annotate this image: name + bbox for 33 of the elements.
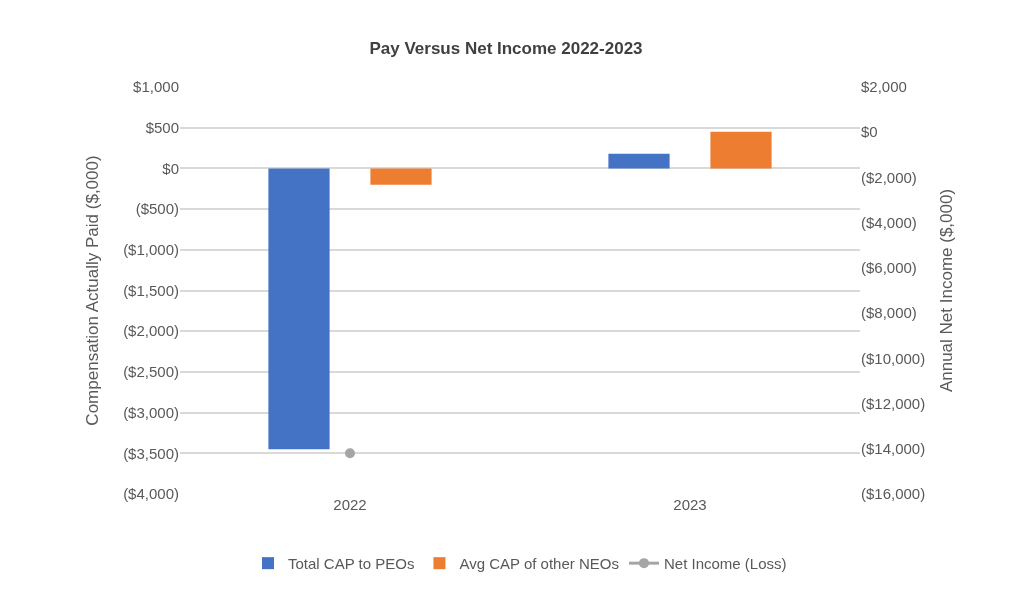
y2-tick-label: $0 (861, 123, 878, 141)
y2-tick-label: ($8,000) (861, 304, 917, 322)
y-tick-label: $500 (145, 118, 179, 136)
y2-tick-label: ($10,000) (861, 349, 926, 367)
bar (268, 168, 330, 450)
y-axis-title: Compensation Actually Paid ($,000) (82, 155, 102, 426)
y-tick-label: ($2,500) (123, 363, 179, 381)
legend-label: Avg CAP of other NEOs (459, 555, 619, 573)
y-tick-label: ($2,000) (123, 322, 179, 340)
y-tick-label: ($4,000) (123, 485, 179, 503)
x-tick-label: 2022 (333, 496, 367, 513)
bar (370, 168, 432, 185)
y2-tick-label: ($6,000) (861, 259, 917, 277)
y2-tick-label: ($2,000) (861, 168, 917, 186)
y-tick-label: ($3,000) (123, 403, 179, 421)
y-tick-label: ($1,000) (123, 241, 179, 259)
y-tick-label: $0 (162, 159, 179, 177)
y-tick-label: ($500) (135, 200, 179, 218)
y-tick-label: $1,000 (133, 78, 179, 96)
y-tick-label: ($3,500) (123, 444, 179, 462)
y-tick-label: ($1,500) (123, 281, 179, 299)
bar (608, 153, 670, 169)
legend-label: Net Income (Loss) (663, 555, 787, 573)
x-tick-label: 2023 (673, 496, 707, 513)
y2-tick-label: ($4,000) (861, 213, 917, 231)
y2-tick-label: ($16,000) (861, 485, 926, 503)
y2-axis-title: Annual Net Income ($,000) (936, 188, 956, 393)
y2-tick-label: $2,000 (861, 78, 907, 96)
y2-tick-label: ($14,000) (861, 440, 926, 458)
bar (710, 131, 772, 169)
chart-title: Pay Versus Net Income 2022-2023 (369, 38, 643, 58)
y2-tick-label: ($12,000) (861, 394, 926, 412)
legend-label: Total CAP to PEOs (288, 555, 415, 573)
